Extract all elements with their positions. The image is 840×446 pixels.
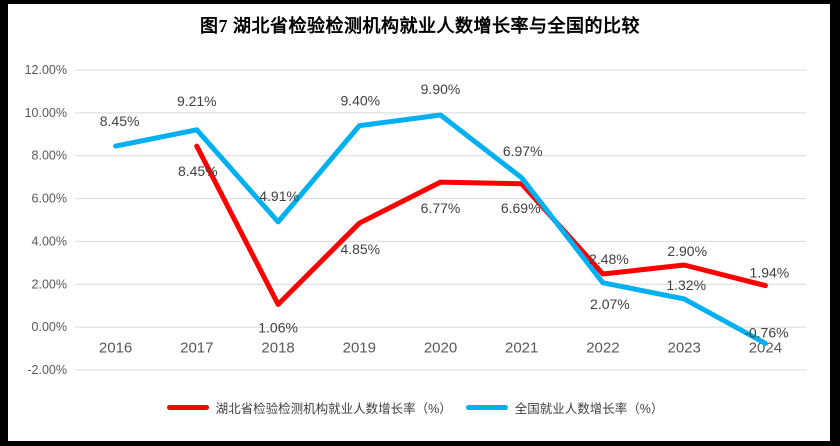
y-axis-tick-label: 4.00% bbox=[32, 234, 67, 248]
legend-item-national: 全国就业人数增长率（%） bbox=[465, 398, 664, 417]
x-axis-tick-label: 2021 bbox=[505, 340, 538, 357]
series-line-hubei bbox=[194, 143, 768, 307]
data-label-hubei-2020: 6.77% bbox=[421, 200, 461, 216]
x-axis-tick-label: 2024 bbox=[749, 340, 782, 357]
data-label-hubei-2017: 8.45% bbox=[178, 163, 218, 179]
x-axis-tick-label: 2022 bbox=[586, 340, 619, 357]
y-axis-tick-label: 2.00% bbox=[32, 277, 67, 291]
blue-line-swatch-icon bbox=[465, 405, 508, 410]
y-axis-tick-label: 10.00% bbox=[25, 106, 67, 120]
data-label-national-2021: 6.97% bbox=[503, 143, 543, 159]
data-label-hubei-2018: 1.06% bbox=[258, 319, 298, 335]
x-axis-tick-label: 2023 bbox=[668, 340, 701, 357]
chart-canvas bbox=[8, 4, 830, 441]
data-label-hubei-2021: 6.69% bbox=[501, 200, 541, 216]
data-label-national-2024: -0.76% bbox=[744, 324, 788, 340]
data-label-national-2017: 9.21% bbox=[177, 93, 217, 109]
data-label-hubei-2019: 4.85% bbox=[340, 241, 380, 257]
red-line-swatch-icon bbox=[166, 405, 209, 410]
data-label-national-2019: 9.40% bbox=[340, 93, 380, 109]
series-line-national bbox=[113, 112, 768, 346]
y-axis-tick-label: 6.00% bbox=[32, 192, 67, 206]
data-label-national-2022: 2.07% bbox=[590, 296, 630, 312]
y-axis-tick-label: 0.00% bbox=[32, 320, 67, 334]
data-label-hubei-2023: 2.90% bbox=[667, 243, 707, 259]
x-axis-tick-label: 2019 bbox=[343, 340, 376, 357]
y-axis-tick-label: -2.00% bbox=[27, 363, 67, 377]
x-axis-tick-label: 2017 bbox=[180, 340, 213, 357]
data-label-national-2023: 1.32% bbox=[666, 277, 706, 293]
y-axis-tick-label: 8.00% bbox=[32, 149, 67, 163]
y-axis-tick-label: 12.00% bbox=[25, 63, 67, 77]
data-label-hubei-2024: 1.94% bbox=[750, 265, 790, 281]
legend-label-hubei: 湖北省检验检测机构就业人数增长率（%） bbox=[215, 402, 452, 416]
data-label-hubei-2022: 2.48% bbox=[589, 251, 629, 267]
x-axis-tick-label: 2018 bbox=[261, 340, 294, 357]
data-label-national-2016: 8.45% bbox=[100, 113, 140, 129]
legend: 湖北省检验检测机构就业人数增长率（%） 全国就业人数增长率（%） bbox=[0, 398, 830, 417]
x-axis-tick-label: 2016 bbox=[99, 340, 132, 357]
x-axis-tick-label: 2020 bbox=[424, 340, 457, 357]
data-label-national-2020: 9.90% bbox=[421, 81, 461, 97]
chart-title: 图7 湖北省检验检测机构就业人数增长率与全国的比较 bbox=[200, 16, 640, 36]
data-label-national-2018: 4.91% bbox=[259, 188, 299, 204]
legend-label-national: 全国就业人数增长率（%） bbox=[514, 402, 664, 416]
legend-item-hubei: 湖北省检验检测机构就业人数增长率（%） bbox=[166, 398, 452, 417]
